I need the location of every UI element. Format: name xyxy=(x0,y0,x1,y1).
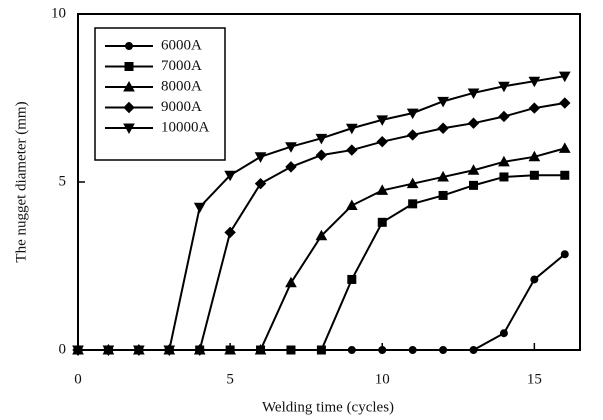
marker xyxy=(378,346,387,354)
marker xyxy=(345,123,358,135)
marker xyxy=(316,345,326,355)
marker xyxy=(528,150,541,162)
marker xyxy=(558,142,571,153)
marker xyxy=(408,199,418,209)
legend-frame xyxy=(94,27,226,161)
marker xyxy=(224,226,236,239)
marker xyxy=(467,117,480,129)
marker xyxy=(285,142,297,153)
legend-label: 7000A xyxy=(161,58,202,74)
marker xyxy=(528,102,541,114)
marker xyxy=(437,122,449,134)
x-axis-label: Welding time (cycles) xyxy=(262,399,394,415)
marker xyxy=(498,110,510,123)
x-tick-label: 0 xyxy=(74,371,82,387)
marker xyxy=(438,190,448,200)
x-tick-label: 5 xyxy=(226,371,234,387)
series-line xyxy=(78,253,566,351)
marker xyxy=(132,345,145,357)
marker xyxy=(123,80,135,92)
marker xyxy=(347,274,357,284)
marker xyxy=(124,62,134,71)
marker xyxy=(498,155,510,167)
marker xyxy=(406,108,419,120)
marker xyxy=(560,250,569,259)
marker xyxy=(467,88,480,99)
marker xyxy=(406,177,419,189)
marker xyxy=(254,343,267,355)
legend-label: 9000A xyxy=(161,99,202,115)
marker xyxy=(469,180,479,190)
marker xyxy=(125,42,133,50)
marker xyxy=(437,170,449,182)
marker xyxy=(286,345,296,355)
marker xyxy=(123,123,135,135)
marker xyxy=(376,115,389,126)
marker xyxy=(528,76,541,88)
marker xyxy=(498,81,510,93)
legend-label: 8000A xyxy=(161,78,202,94)
legend: 6000A 7000A 8000A 9000A 10000A xyxy=(94,27,226,161)
y-axis-label: The nugget diameter (mm) xyxy=(13,101,29,262)
marker xyxy=(558,71,571,83)
marker xyxy=(315,229,328,241)
marker xyxy=(254,177,267,190)
marker xyxy=(224,343,236,355)
y-tick-label: 0 xyxy=(59,341,67,357)
marker xyxy=(346,144,358,156)
marker xyxy=(499,329,508,338)
y-tick-label: 10 xyxy=(51,5,66,21)
marker xyxy=(347,346,356,354)
y-tick-label: 5 xyxy=(59,173,67,189)
marker xyxy=(529,170,539,180)
marker xyxy=(72,345,84,357)
marker xyxy=(467,164,480,175)
marker xyxy=(439,346,448,354)
marker xyxy=(437,96,449,108)
marker xyxy=(530,275,539,284)
marker xyxy=(102,345,115,357)
marker xyxy=(560,170,570,180)
series-line xyxy=(78,147,566,351)
marker xyxy=(193,344,206,356)
marker xyxy=(285,276,297,288)
legend-label: 6000A xyxy=(161,37,202,53)
marker xyxy=(163,345,176,357)
marker xyxy=(315,133,328,145)
marker xyxy=(315,149,328,161)
marker xyxy=(376,184,389,195)
marker xyxy=(408,346,417,354)
x-tick-label: 10 xyxy=(375,371,390,387)
x-tick-label: 15 xyxy=(527,371,542,387)
series-line xyxy=(78,174,565,351)
legend-label: 10000A xyxy=(161,119,210,135)
marker xyxy=(377,217,387,227)
marker xyxy=(123,101,135,114)
marker xyxy=(499,172,509,182)
marker xyxy=(376,135,388,148)
marker xyxy=(406,129,419,141)
marker xyxy=(224,170,236,182)
marker xyxy=(559,97,571,109)
marker xyxy=(345,199,358,211)
marker xyxy=(254,152,267,163)
marker xyxy=(285,161,297,173)
marker xyxy=(193,202,206,214)
marker xyxy=(469,346,478,354)
